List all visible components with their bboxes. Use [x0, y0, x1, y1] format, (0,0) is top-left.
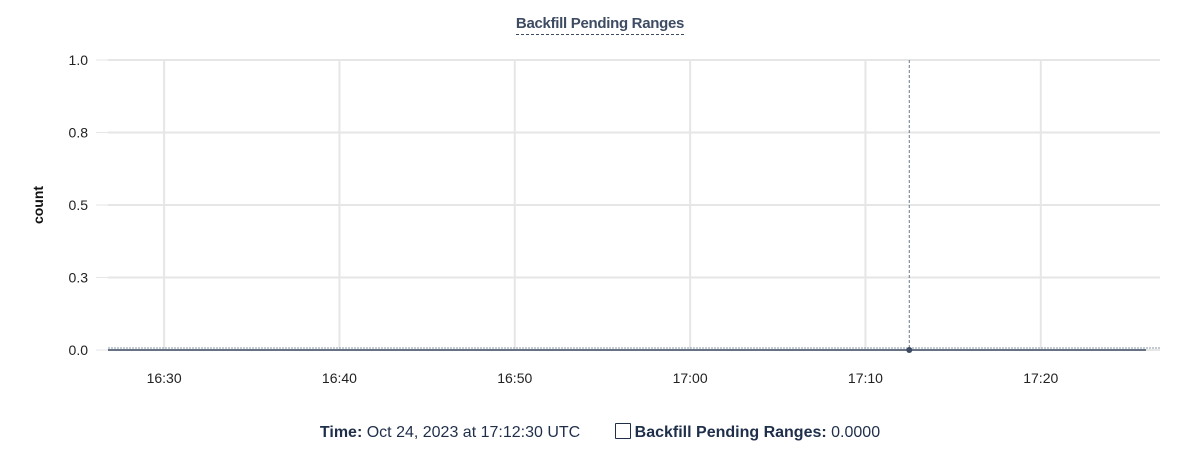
y-axis-label: count	[30, 186, 46, 224]
x-tick-label: 17:10	[848, 370, 883, 386]
series-toggle-checkbox[interactable]	[614, 423, 631, 439]
x-tick-label: 17:00	[673, 370, 708, 386]
y-tick-label: 0.3	[69, 270, 89, 286]
y-tick-label: 0.0	[69, 342, 89, 358]
x-tick-label: 16:50	[497, 370, 532, 386]
series-value: 0.0000	[831, 424, 881, 441]
x-tick-label: 17:20	[1023, 370, 1058, 386]
hover-legend: Time: Oct 24, 2023 at 17:12:30 UTC Backf…	[0, 423, 1200, 442]
time-label: Time:	[319, 424, 363, 441]
hover-point	[906, 347, 913, 353]
y-tick-label: 0.8	[69, 125, 89, 141]
series-label: Backfill Pending Ranges:	[634, 424, 827, 441]
y-tick-label: 1.0	[69, 52, 89, 68]
x-tick-label: 16:40	[322, 370, 357, 386]
y-tick-label: 0.5	[69, 197, 89, 213]
time-value: Oct 24, 2023 at 17:12:30 UTC	[366, 424, 581, 441]
chart-title[interactable]: Backfill Pending Ranges	[0, 15, 1200, 35]
x-tick-label: 16:30	[147, 370, 182, 386]
